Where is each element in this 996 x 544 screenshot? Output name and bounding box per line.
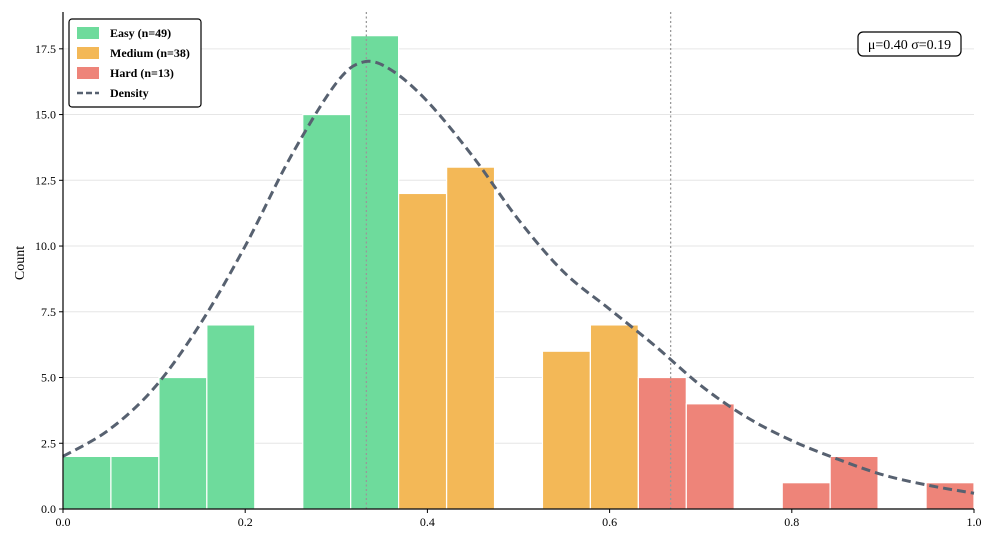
bar-easy-1 <box>110 455 160 510</box>
legend-swatch-0 <box>77 27 99 39</box>
legend-label-3: Density <box>110 86 149 100</box>
axes <box>62 12 974 510</box>
legend-label-1: Medium (n=38) <box>110 46 190 60</box>
x-tick-label: 1.0 <box>967 515 982 529</box>
legend-box <box>68 18 202 108</box>
legend-swatch-1 <box>77 47 99 59</box>
tick-labels: 0.0 0.2 0.4 0.6 0.8 1.0 0.0 2.5 5.0 7.5 10.0 12.5 15… <box>35 42 982 529</box>
stats-text: μ=0.40 σ=0.19 <box>868 38 951 53</box>
y-tick-label: 10.0 <box>35 239 56 253</box>
bar-medium-3 <box>589 324 639 510</box>
y-tick-label: 2.5 <box>41 436 56 450</box>
legend-swatch-2 <box>77 67 99 79</box>
bar-medium-0 <box>398 192 448 510</box>
x-tick-label: 0.2 <box>238 515 253 529</box>
y-tick-label: 7.5 <box>41 305 56 319</box>
threshold-lines <box>365 12 672 509</box>
bar-medium-1 <box>446 166 496 510</box>
x-tick-label: 0.6 <box>602 515 617 529</box>
y-tick-label: 12.5 <box>35 173 56 187</box>
bar-easy-2 <box>158 376 208 510</box>
bar-easy-0 <box>62 455 112 510</box>
bar-hard-2 <box>781 482 831 510</box>
x-tick-label: 0.0 <box>56 515 71 529</box>
stats-annotation: μ=0.40 σ=0.19 <box>857 31 962 57</box>
histogram-bars <box>62 35 975 510</box>
y-tick-label: 15.0 <box>35 108 56 122</box>
legend: Easy (n=49) Medium (n=38) Hard (n=13) Densi… <box>68 18 202 108</box>
bar-hard-0 <box>637 376 687 510</box>
x-tick-label: 0.8 <box>784 515 799 529</box>
bar-medium-2 <box>541 350 591 510</box>
legend-label-2: Hard (n=13) <box>110 66 174 80</box>
bar-easy-5 <box>350 35 400 510</box>
x-tick-label: 0.4 <box>420 515 435 529</box>
y-tick-label: 5.0 <box>41 371 56 385</box>
y-axis-label: Count <box>13 246 28 280</box>
y-tick-label: 0.0 <box>41 502 56 516</box>
bar-hard-1 <box>685 403 735 510</box>
density-curve-layer <box>62 59 975 495</box>
stats-box <box>857 31 962 57</box>
bar-easy-3 <box>206 324 256 510</box>
y-tick-label: 17.5 <box>35 42 56 56</box>
density-curve <box>62 59 975 495</box>
legend-label-0: Easy (n=49) <box>110 26 171 40</box>
bar-easy-4 <box>302 113 352 510</box>
